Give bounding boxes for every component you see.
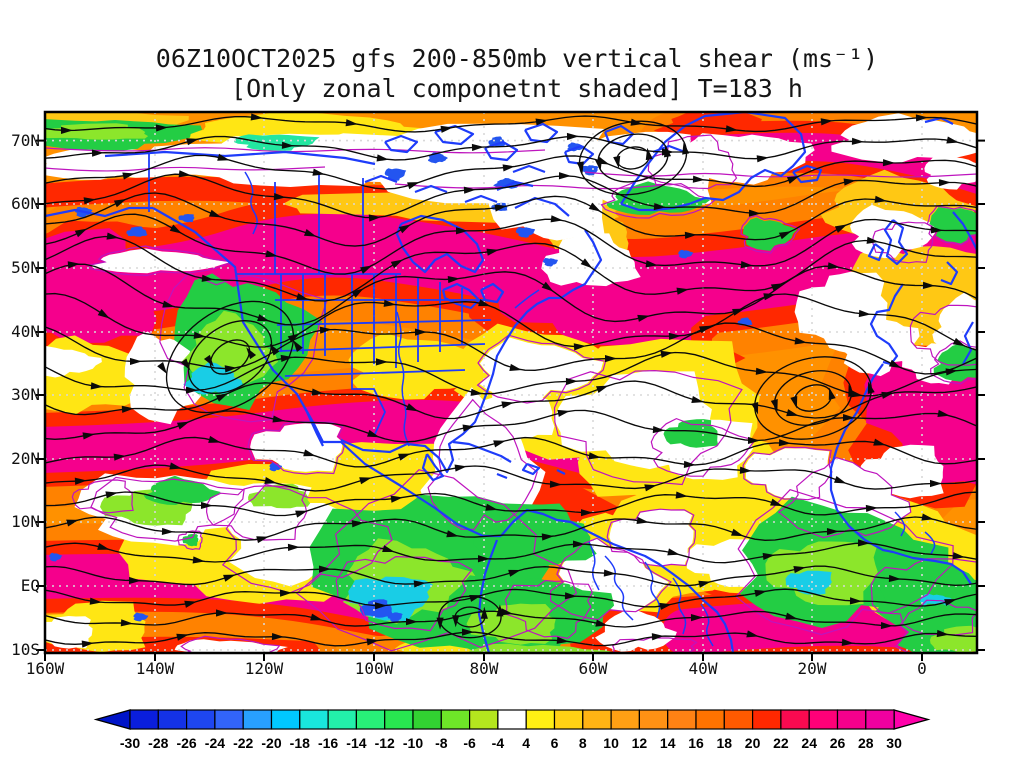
map-layers xyxy=(45,112,977,653)
lat-label: 70N xyxy=(11,130,40,150)
colorbar-tick-label: 28 xyxy=(858,735,874,751)
colorbar-tick-label: -22 xyxy=(233,735,253,751)
colorbar-labels: -30 -28 -26 -24 -22 -20 -18 -16 -14 -12 -10 -8 -6 -4 4… xyxy=(120,735,902,751)
colorbar-tick-label: -28 xyxy=(148,735,168,751)
shear-streamline-map xyxy=(36,110,985,661)
colorbar-tick-label: 26 xyxy=(830,735,846,751)
lat-label: 30N xyxy=(11,385,40,404)
colorbar-tick-label: 30 xyxy=(886,735,902,751)
colorbar-tick-label: 20 xyxy=(745,735,761,751)
lat-label: 50N xyxy=(11,258,40,277)
colorbar-tick-label: -20 xyxy=(261,735,281,751)
lon-label: 140W xyxy=(135,659,175,678)
lat-label: 60N xyxy=(11,194,40,213)
colorbar-tick-label: -6 xyxy=(463,735,476,751)
colorbar-left-arrow xyxy=(93,709,131,730)
lon-label: 20W xyxy=(797,659,827,678)
lon-label: 120W xyxy=(244,659,284,678)
colorbar-tick-label: -14 xyxy=(346,735,366,751)
lon-label: 60W xyxy=(578,659,608,678)
colorbar-tick-label: 16 xyxy=(688,735,704,751)
colorbar-tick-label: -30 xyxy=(120,735,140,751)
lon-label: 80W xyxy=(469,659,499,678)
map-frame xyxy=(43,110,979,655)
colorbar-tick-label: -10 xyxy=(403,735,423,751)
gridlines xyxy=(45,112,977,653)
colorbar: -30 -28 -26 -24 -22 -20 -18 -16 -14 -12 -10 -8 -6 -4 4… xyxy=(93,709,931,751)
lat-label: 40N xyxy=(11,322,40,341)
colorbar-tick-label: 14 xyxy=(660,735,676,751)
colorbar-tick-label: 8 xyxy=(579,735,587,751)
lon-label: 160W xyxy=(25,659,65,678)
lat-label: EQ xyxy=(20,576,40,595)
colorbar-bar xyxy=(93,709,931,730)
streamline-arrows xyxy=(61,113,966,648)
colorbar-tick-label: -16 xyxy=(318,735,338,751)
colorbar-tick-label: -26 xyxy=(176,735,196,751)
lon-label: 100W xyxy=(354,659,394,678)
chart-subtitle: [Only zonal componetnt shaded] T=183 h xyxy=(231,74,803,103)
colorbar-tick-label: 24 xyxy=(801,735,817,751)
axis-ticks xyxy=(36,139,985,661)
colorbar-tick-label: 12 xyxy=(632,735,648,751)
coastlines-layer xyxy=(45,112,977,653)
colorbar-tick-label: 18 xyxy=(717,735,733,751)
colorbar-tick-label: -8 xyxy=(435,735,448,751)
colorbar-tick-label: 4 xyxy=(522,735,530,751)
colorbar-tick-label: -24 xyxy=(205,735,225,751)
chart-title: 06Z10OCT2025 gfs 200-850mb vertical shea… xyxy=(155,44,879,73)
rivers xyxy=(244,171,936,647)
colorbar-tick-label: 10 xyxy=(603,735,619,751)
colorbar-tick-label: 22 xyxy=(773,735,789,751)
colorbar-tick-label: -18 xyxy=(290,735,310,751)
lon-label: 0 xyxy=(917,659,927,678)
lat-label: 10S xyxy=(11,640,40,659)
colorbar-right-arrow xyxy=(893,709,931,730)
lat-label: 20N xyxy=(11,449,40,468)
colorbar-tick-label: 6 xyxy=(551,735,559,751)
lon-label: 40W xyxy=(688,659,718,678)
lat-label: 10N xyxy=(11,512,40,531)
colorbar-tick-label: -4 xyxy=(492,735,505,751)
colorbar-tick-label: -12 xyxy=(375,735,395,751)
